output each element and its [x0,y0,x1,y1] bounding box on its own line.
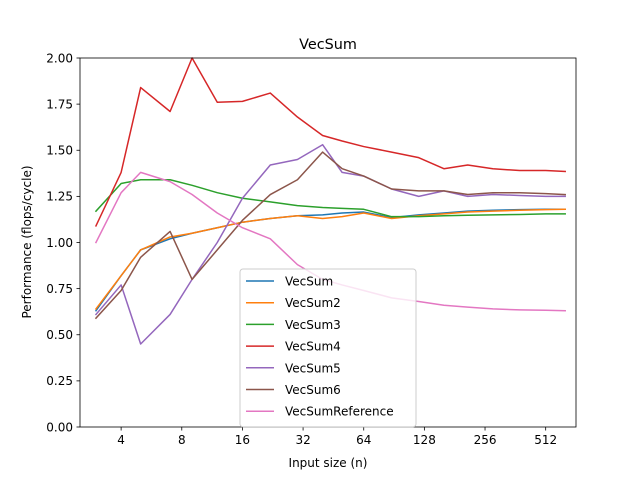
y-tick-label: 1.50 [46,144,73,158]
chart-title: VecSum [299,37,357,53]
y-tick-label: 0.25 [46,374,73,388]
y-tick-label: 1.00 [46,236,73,250]
x-tick-label: 4 [117,433,125,447]
y-axis-label: Performance (flops/cycle) [20,165,34,318]
y-tick-label: 2.00 [46,51,73,65]
legend-label-2: VecSum2 [285,296,341,310]
y-tick-label: 0.00 [46,420,73,434]
x-tick-label: 512 [534,433,557,447]
y-tick-label: 1.25 [46,190,73,204]
x-tick-label: 256 [474,433,497,447]
legend-label-3: VecSum3 [285,318,341,332]
series-line-2 [94,208,566,310]
plot-area [94,57,566,345]
y-tick-label: 0.50 [46,328,73,342]
legend-label-5: VecSum5 [285,361,341,375]
series-line-3 [94,179,566,218]
legend-label-4: VecSum4 [285,340,341,354]
legend-box [239,268,417,428]
x-tick-label: 128 [413,433,436,447]
x-tick-label: 16 [235,433,250,447]
series-line-5 [94,143,566,345]
x-tick-label: 8 [178,433,186,447]
series-line-6 [94,151,566,320]
legend-label-1: VecSum [285,275,333,289]
x-tick-label: 64 [356,433,371,447]
series-line-4 [94,57,566,227]
y-tick-label: 0.75 [46,282,73,296]
legend-label-7: VecSumReference [285,405,394,419]
legend-label-6: VecSum6 [285,383,341,397]
legend: VecSum VecSum2 VecSum3 VecSum4 VecSum5 VecSum… [239,268,417,428]
y-tick-label: 1.75 [46,97,73,111]
x-tick-label: 32 [295,433,310,447]
x-axis-label: Input size (n) [289,456,368,470]
